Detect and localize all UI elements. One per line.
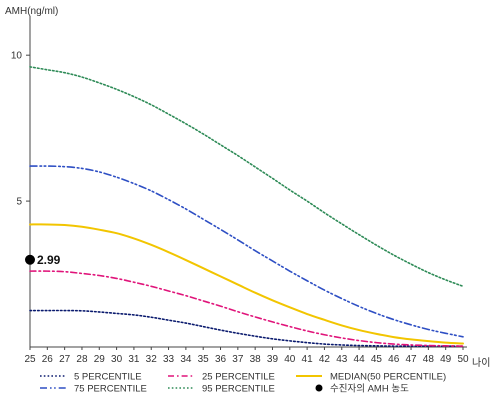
legend-item: 25 PERCENTILE	[168, 372, 275, 383]
x-tick-label: 47	[405, 354, 417, 365]
x-tick-label: 29	[94, 354, 106, 365]
series-line-75-percentile	[29, 165, 464, 338]
x-tick-label: 41	[302, 354, 314, 365]
y-tick-label: 10	[11, 51, 23, 62]
x-tick-label: 36	[215, 354, 227, 365]
y-tick-label: 5	[16, 197, 22, 208]
x-tick-label: 38	[250, 354, 262, 365]
legend-swatch-dot	[315, 384, 323, 392]
x-tick-label: 50	[457, 354, 469, 365]
x-tick-label: 44	[354, 354, 366, 365]
legend-item: 5 PERCENTILE	[40, 372, 142, 383]
legend-label: 95 PERCENTILE	[202, 384, 275, 395]
x-tick-label: 32	[146, 354, 158, 365]
series-line-95-percentile	[29, 66, 464, 288]
x-tick-label: 40	[284, 354, 296, 365]
series-layer	[29, 66, 464, 347]
points-layer: 2.99	[25, 253, 61, 267]
patient-amh-point	[25, 254, 35, 265]
x-tick-label: 37	[232, 354, 244, 365]
legend-label: 25 PERCENTILE	[202, 372, 275, 383]
legend-label: 5 PERCENTILE	[74, 372, 142, 383]
x-tick-label: 48	[423, 354, 435, 365]
x-tick-label: 28	[76, 354, 88, 365]
legend: 5 PERCENTILE 25 PERCENTILE MEDIAN(50 PERCE…	[40, 372, 446, 395]
x-tick-label: 45	[371, 354, 383, 365]
x-tick-label: 27	[59, 354, 71, 365]
axes: 5 10 25 26 27 28 29 30 31 32 33 34 35 36 37 38 39 40 41 42 4…	[11, 16, 469, 365]
y-axis-title: AMH(ng/ml)	[5, 6, 58, 17]
x-tick-label: 31	[128, 354, 140, 365]
series-line-5-percentile	[29, 309, 464, 347]
legend-item: MEDIAN(50 PERCENTILE)	[296, 372, 446, 383]
legend-label: MEDIAN(50 PERCENTILE)	[330, 372, 446, 383]
x-tick-label: 25	[24, 354, 36, 365]
x-tick-label: 39	[267, 354, 279, 365]
legend-item: 수진자의 AMH 농도	[315, 384, 409, 395]
legend-item: 95 PERCENTILE	[168, 384, 275, 395]
x-tick-label: 33	[163, 354, 175, 365]
x-axis-title: 나이	[472, 357, 490, 369]
x-tick-label: 30	[111, 354, 123, 365]
x-tick-label: 35	[198, 354, 210, 365]
patient-amh-value-label: 2.99	[37, 253, 61, 267]
legend-label: 75 PERCENTILE	[74, 384, 147, 395]
series-line-25-percentile	[29, 270, 464, 347]
series-line-median-50-percentile	[29, 223, 464, 345]
x-tick-label: 26	[42, 354, 54, 365]
legend-label: 수진자의 AMH 농도	[330, 384, 409, 395]
x-tick-label: 43	[336, 354, 348, 365]
x-tick-label: 34	[180, 354, 192, 365]
legend-item: 75 PERCENTILE	[40, 384, 147, 395]
x-tick-label: 46	[388, 354, 400, 365]
x-tick-label: 42	[319, 354, 331, 365]
x-tick-label: 49	[440, 354, 452, 365]
